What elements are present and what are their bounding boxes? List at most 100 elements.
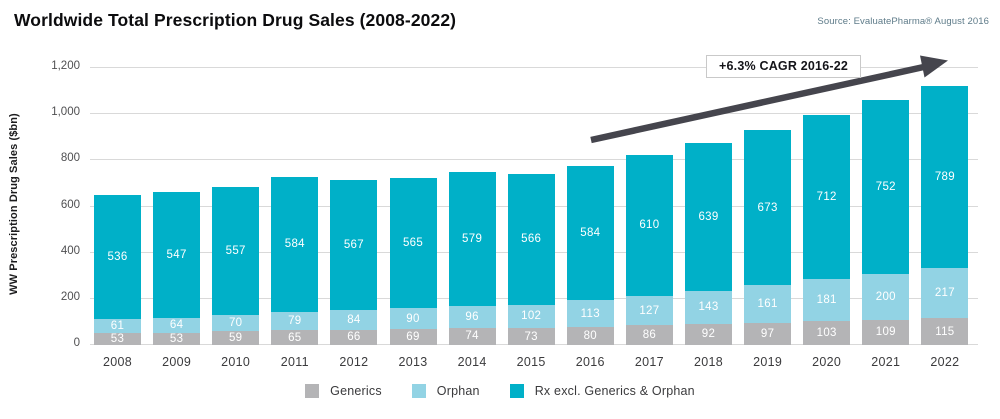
bar-value-label: 547 [166,248,187,261]
bar-value-label: 567 [343,238,364,251]
bar-value-label: 584 [580,227,601,240]
bar-segment: 61 [94,318,141,333]
bar-value-label: 70 [228,317,243,330]
bar-value-label: 673 [757,201,778,214]
bar-segment: 639 [685,143,732,291]
bar-2015: 73 102 566 [507,68,555,345]
bar-value-label: 86 [642,329,657,342]
bar-segment: 565 [389,177,437,309]
bar-value-label: 96 [465,310,479,323]
bar-value-label: 74 [465,330,479,343]
x-tick-label-2020: 2020 [812,355,842,369]
x-tick-label-2016: 2016 [575,355,605,369]
legend-label-orphan: Orphan [436,384,480,398]
bar-2010: 59 70 557 [212,68,260,345]
bar-value-label: 73 [524,330,538,343]
bar-segment: 69 [389,329,437,345]
bar-segment: 53 [94,332,141,345]
bar-value-label: 59 [228,332,243,345]
bar-segment: 536 [94,194,141,319]
bar-value-label: 109 [875,326,896,339]
y-tick-label: 400 [60,244,80,257]
bar-segment: 53 [153,332,201,345]
x-tick-label-2018: 2018 [693,355,723,369]
bar-segment: 59 [212,331,260,345]
bar-value-label: 92 [701,328,716,341]
bar-2016: 80 113 584 [566,68,614,345]
bar-segment: 579 [448,172,496,306]
bar-segment: 200 [862,273,910,320]
bar-segment: 102 [507,304,555,329]
x-tick-label-2014: 2014 [457,355,487,369]
bar-segment: 566 [507,173,555,305]
bar-value-label: 584 [284,238,305,251]
bar-segment: 70 [212,315,260,332]
bar-segment: 547 [153,191,201,318]
legend-label-generics: Generics [330,384,382,398]
y-tick-label: 0 [73,337,80,349]
bar-segment: 127 [625,295,673,326]
bar-segment: 181 [803,279,851,322]
x-tick-label-2008: 2008 [102,355,132,369]
bar-2022: 115 217 789 [921,68,969,345]
bar-value-label: 789 [934,171,955,184]
bar-segment: 584 [566,165,614,301]
bar-segment: 97 [744,322,792,345]
bar-value-label: 639 [698,211,719,224]
bar-segment: 557 [212,186,260,316]
gridline-1,200 [90,67,978,68]
bar-2009: 53 64 547 [153,68,201,345]
y-tick-label: 600 [60,198,80,211]
bar-2008: 53 61 536 [94,68,141,345]
bar-segment: 74 [448,327,496,345]
bar-value-label: 200 [875,290,896,303]
x-tick-label-2011: 2011 [280,355,309,369]
bar-value-label: 557 [225,244,246,257]
bar-value-label: 69 [406,331,420,344]
bar-2017: 86 127 610 [625,68,673,345]
bar-value-label: 579 [462,232,483,245]
x-tick-label-2022: 2022 [930,355,960,369]
gridline-800 [90,159,978,161]
bar-value-label: 752 [875,180,896,193]
bar-value-label: 115 [935,325,955,338]
rx-swatch [509,384,524,398]
bar-value-label: 53 [169,332,184,345]
bar-value-label: 610 [639,219,660,232]
legend-item-rx: Rx excl. Generics & Orphan [509,384,695,398]
x-tick-label-2021: 2021 [871,355,901,369]
bar-segment: 113 [566,300,614,327]
bar-segment: 610 [625,155,673,296]
bar-segment: 567 [330,179,378,311]
y-tick-label: 800 [60,152,80,165]
x-tick-label-2013: 2013 [398,355,428,369]
bar-segment: 217 [921,268,969,319]
bar-value-label: 103 [816,327,837,340]
bar-segment: 90 [389,308,437,330]
orphan-swatch [411,384,426,398]
bar-segment: 584 [271,176,319,312]
gridline-1,000 [90,113,978,115]
bar-value-label: 217 [934,287,955,300]
source-attribution: Source: EvaluatePharma® August 2016 [817,16,989,27]
bar-value-label: 181 [816,294,837,307]
bar-value-label: 113 [580,307,600,320]
bar-value-label: 143 [698,301,719,314]
legend-item-orphan: Orphan [411,384,480,398]
x-tick-label-2009: 2009 [162,355,192,369]
bar-value-label: 65 [288,331,302,344]
bar-value-label: 64 [169,319,184,332]
bar-value-label: 536 [107,250,128,263]
bar-value-label: 80 [583,329,597,342]
x-tick-label-2017: 2017 [634,355,664,369]
x-tick-label-2015: 2015 [516,355,546,369]
bar-value-label: 566 [521,233,542,246]
y-tick-label: 1,200 [51,60,80,72]
bar-value-label: 61 [110,319,125,332]
x-tick-label-2019: 2019 [753,355,783,369]
bar-value-label: 66 [347,331,361,344]
bar-value-label: 79 [288,314,302,327]
generics-swatch [305,384,320,398]
bar-segment: 65 [271,330,319,345]
